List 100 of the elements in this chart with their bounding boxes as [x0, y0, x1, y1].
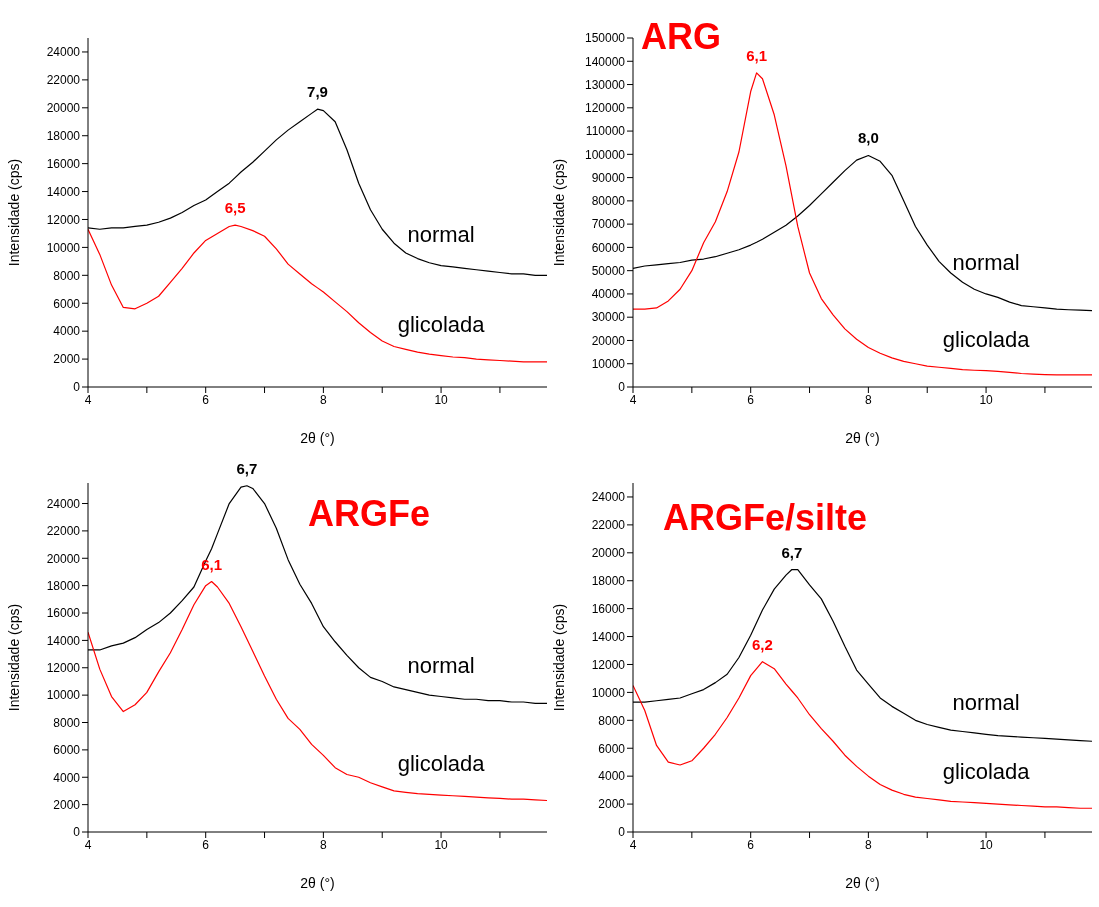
y-tick-label: 4000	[53, 770, 81, 785]
x-tick-label: 4	[84, 392, 92, 407]
y-tick-label: 14000	[46, 633, 81, 648]
y-tick-label: 10000	[591, 685, 626, 700]
y-tick-label: 6000	[598, 741, 626, 756]
y-tick-label: 14000	[46, 184, 81, 199]
x-axis-title: 2θ (°)	[300, 430, 335, 446]
annotation: 6,7	[236, 459, 258, 477]
y-tick-label: 12000	[46, 661, 81, 676]
y-tick-label: 8000	[53, 715, 81, 730]
series-label: normal	[407, 652, 475, 678]
y-tick-label: 6000	[53, 743, 81, 758]
y-tick-label: 30000	[591, 310, 626, 325]
line-series	[88, 580, 547, 802]
y-tick-label: 20000	[46, 551, 81, 566]
annotation: 7,9	[307, 83, 328, 101]
y-tick-label: 80000	[591, 194, 626, 209]
x-tick-label: 4	[84, 837, 92, 852]
y-tick-label: 18000	[46, 578, 81, 593]
y-tick-label: 22000	[46, 524, 81, 539]
series-label: glicolada	[942, 326, 1031, 352]
y-tick-label: 50000	[591, 263, 626, 278]
y-tick-label: 10000	[46, 688, 81, 703]
x-axis-title: 2θ (°)	[300, 875, 335, 891]
y-tick-label: 70000	[591, 217, 626, 232]
y-tick-label: 24000	[591, 490, 626, 505]
x-tick-label: 10	[979, 837, 994, 852]
y-tick-label: 24000	[46, 496, 81, 511]
x-tick-label: 4	[629, 837, 637, 852]
y-tick-label: 16000	[46, 156, 81, 171]
y-tick-label: 4000	[598, 769, 626, 784]
x-tick-label: 10	[434, 392, 449, 407]
x-tick-label: 10	[979, 392, 994, 407]
chart-title: ARGFe	[308, 493, 431, 535]
y-tick-label: 18000	[46, 128, 81, 143]
y-tick-label: 12000	[46, 212, 81, 227]
chart-title: ARGFe/silte	[663, 497, 868, 539]
y-tick-label: 6000	[53, 296, 81, 311]
y-tick-label: 40000	[591, 287, 626, 302]
y-tick-label: 2000	[598, 797, 626, 812]
y-tick-label: 60000	[591, 240, 626, 255]
series-label: normal	[952, 249, 1020, 275]
series-label: glicolada	[397, 751, 486, 777]
chart-title: ARG	[641, 16, 721, 58]
x-tick-label: 6	[747, 837, 755, 852]
y-tick-label: 90000	[591, 170, 626, 185]
series-label: normal	[952, 690, 1020, 716]
x-tick-label: 6	[747, 392, 755, 407]
y-tick-label: 20000	[591, 333, 626, 348]
y-tick-label: 120000	[584, 101, 626, 116]
x-tick-label: 6	[202, 837, 210, 852]
y-tick-label: 10000	[591, 356, 626, 371]
y-tick-label: 8000	[53, 268, 81, 283]
x-tick-label: 8	[865, 392, 873, 407]
y-tick-label: 4000	[53, 324, 81, 339]
annotation: 6,7	[781, 543, 803, 561]
y-axis-title: Intensidade (cps)	[5, 603, 22, 712]
x-tick-label: 8	[320, 392, 328, 407]
x-axis-title: 2θ (°)	[845, 875, 880, 891]
x-tick-label: 10	[434, 837, 449, 852]
y-tick-label: 2000	[53, 352, 81, 367]
y-axis-title: Intensidade (cps)	[5, 158, 22, 267]
y-tick-label: 20000	[46, 101, 81, 116]
y-tick-label: 140000	[584, 54, 626, 69]
line-series	[633, 661, 1092, 809]
y-tick-label: 16000	[591, 601, 626, 616]
y-tick-label: 110000	[585, 124, 626, 139]
series-label: glicolada	[942, 759, 1031, 785]
x-tick-label: 8	[320, 837, 328, 852]
y-tick-label: 0	[618, 380, 626, 395]
y-tick-label: 0	[73, 380, 81, 395]
y-tick-label: 16000	[46, 606, 81, 621]
y-tick-label: 130000	[584, 77, 626, 92]
y-tick-label: 2000	[53, 797, 81, 812]
x-tick-label: 4	[629, 392, 637, 407]
x-tick-label: 6	[202, 392, 210, 407]
annotation: 6,1	[746, 46, 768, 64]
y-tick-label: 22000	[591, 518, 626, 533]
x-axis-title: 2θ (°)	[845, 430, 880, 446]
y-tick-label: 10000	[46, 240, 81, 255]
y-tick-label: 0	[618, 825, 626, 840]
annotation: 8,0	[857, 129, 879, 147]
y-tick-label: 14000	[591, 629, 626, 644]
y-tick-label: 20000	[591, 546, 626, 561]
y-tick-label: 8000	[598, 713, 626, 728]
y-tick-label: 0	[73, 825, 81, 840]
y-tick-label: 24000	[46, 45, 81, 60]
y-axis-title: Intensidade (cps)	[550, 158, 567, 267]
y-tick-label: 12000	[591, 657, 626, 672]
x-tick-label: 8	[865, 837, 873, 852]
y-tick-label: 150000	[584, 31, 626, 46]
y-tick-label: 22000	[46, 73, 81, 88]
line-series	[88, 224, 547, 363]
y-tick-label: 100000	[584, 147, 626, 162]
annotation: 6,2	[752, 635, 773, 653]
y-tick-label: 18000	[591, 573, 626, 588]
series-label: normal	[407, 221, 475, 247]
series-label: glicolada	[397, 311, 486, 337]
y-axis-title: Intensidade (cps)	[550, 603, 567, 712]
annotation: 6,5	[224, 199, 246, 217]
